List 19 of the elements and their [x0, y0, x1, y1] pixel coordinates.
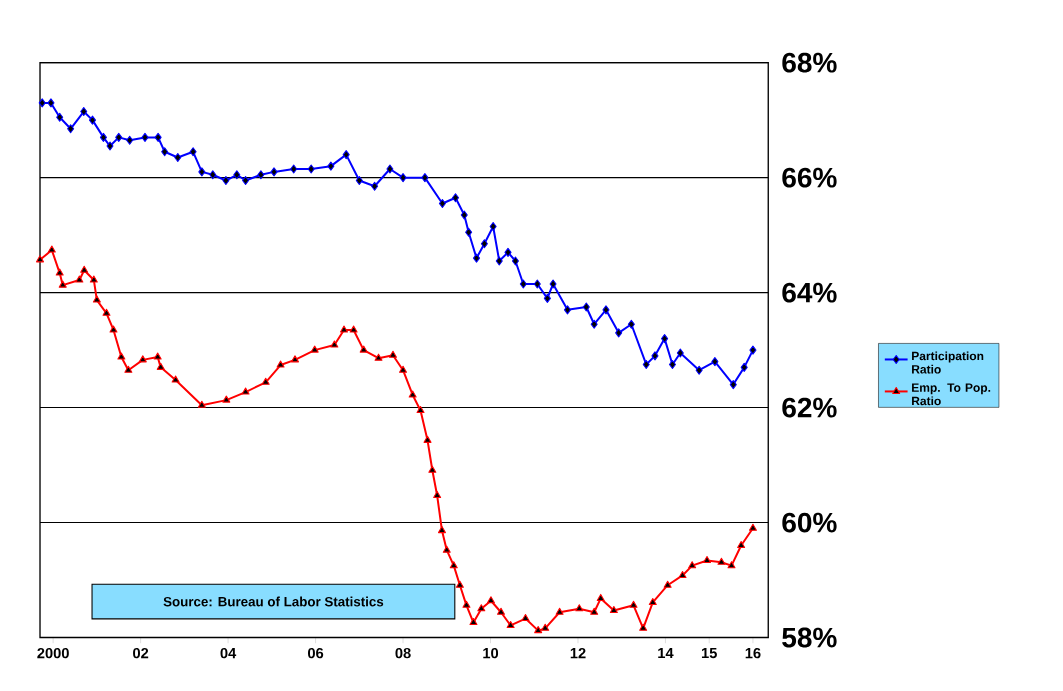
y-tick-label: 64% — [782, 282, 837, 303]
y-tick-label: 66% — [782, 167, 837, 188]
annotation: Source: Bureau of Labor Statistics — [163, 596, 384, 607]
x-tick-label: 10 — [483, 648, 499, 659]
x-tick-label: 14 — [658, 648, 674, 659]
x-tick-label: 12 — [570, 648, 586, 659]
x-tick-label: 2000 — [37, 648, 69, 659]
x-tick-label: 15 — [701, 648, 717, 659]
legend-label: Participation Ratio — [912, 351, 984, 374]
y-tick-label: 62% — [782, 397, 837, 418]
x-tick-label: 02 — [133, 648, 149, 659]
y-tick-label: 60% — [782, 512, 837, 533]
legend-label: Emp. To Pop. Ratio — [912, 383, 991, 406]
y-tick-label: 58% — [782, 627, 837, 648]
x-tick-label: 16 — [745, 648, 761, 659]
x-tick-label: 08 — [395, 648, 411, 659]
x-tick-label: 04 — [220, 648, 237, 659]
y-tick-label: 68% — [782, 52, 837, 73]
x-tick-label: 06 — [307, 648, 324, 659]
